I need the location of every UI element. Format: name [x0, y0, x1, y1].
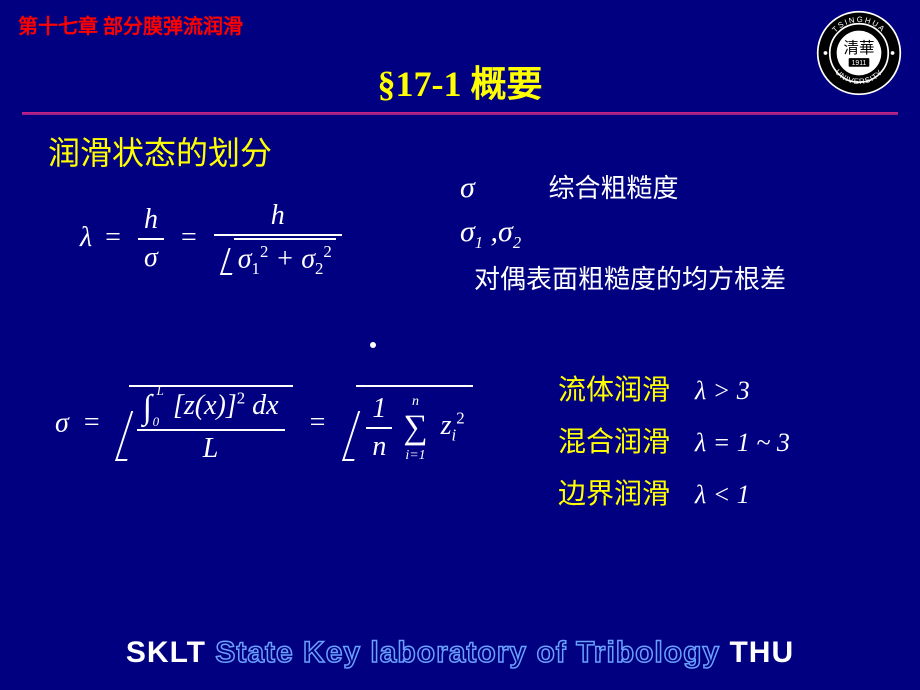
eq2-den-L: L — [137, 429, 285, 465]
regime-cond: λ > 3 — [695, 376, 750, 405]
regime-row: 边界润滑 λ < 1 — [558, 472, 790, 512]
eq2-frac-den: n — [366, 427, 392, 463]
eq2-int: ∫L0 [z(x)]2 dx — [137, 389, 285, 429]
lubrication-regimes: 流体润滑 λ > 3 混合润滑 λ = 1 ~ 3 边界润滑 λ < 1 — [558, 368, 790, 524]
footer-right: THU — [729, 636, 794, 669]
sigma-symbol: σ — [460, 171, 542, 205]
chapter-label: 第十七章 部分膜弹流润滑 — [18, 10, 243, 39]
footer-middle: State Key laboratory of Tribology — [215, 636, 720, 669]
divider-rule — [22, 112, 898, 115]
section-title: §17-1 概要 — [0, 55, 920, 107]
equation-lambda: λ = h σ = h σ12 + σ22 — [80, 200, 346, 279]
regime-label: 混合润滑 — [558, 420, 688, 460]
footer-banner: SKLT State Key laboratory of Tribology T… — [0, 636, 920, 670]
regime-label: 流体润滑 — [558, 368, 688, 408]
sigma12-label: 对偶表面粗糙度的均方根差 — [474, 265, 786, 294]
eq1-den1: σ — [138, 238, 164, 274]
summation-icon: n ∑ i=1 — [403, 414, 427, 441]
regime-cond: λ < 1 — [695, 480, 750, 509]
regime-label: 边界润滑 — [558, 472, 688, 512]
regime-row: 流体润滑 λ > 3 — [558, 368, 790, 408]
regime-row: 混合润滑 λ = 1 ~ 3 — [558, 420, 790, 460]
footer-left: SKLT — [126, 636, 206, 669]
sigma-label: 综合粗糙度 — [549, 174, 679, 203]
eq1-den2: σ12 + σ22 — [214, 234, 342, 279]
eq2-frac-num: 1 — [366, 393, 392, 427]
equation-sigma: σ = ∫L0 [z(x)]2 dx L = 1 n n ∑ i=1 zi2 — [55, 385, 473, 465]
subtitle: 润滑状态的划分 — [48, 128, 272, 174]
eq1-num2: h — [214, 200, 342, 234]
regime-cond: λ = 1 ~ 3 — [695, 428, 790, 457]
symbol-definitions: σ 综合粗糙度 σ1 ,σ2 对偶表面粗糙度的均方根差 — [460, 168, 786, 296]
eq2-zi: zi2 — [441, 410, 465, 441]
eq1-num1: h — [138, 204, 164, 238]
eq2-lhs: σ — [55, 407, 69, 438]
sigma12-symbol: σ1 ,σ2 — [460, 215, 570, 253]
eq1-lhs: λ — [80, 222, 92, 253]
center-marker-icon — [370, 342, 376, 348]
